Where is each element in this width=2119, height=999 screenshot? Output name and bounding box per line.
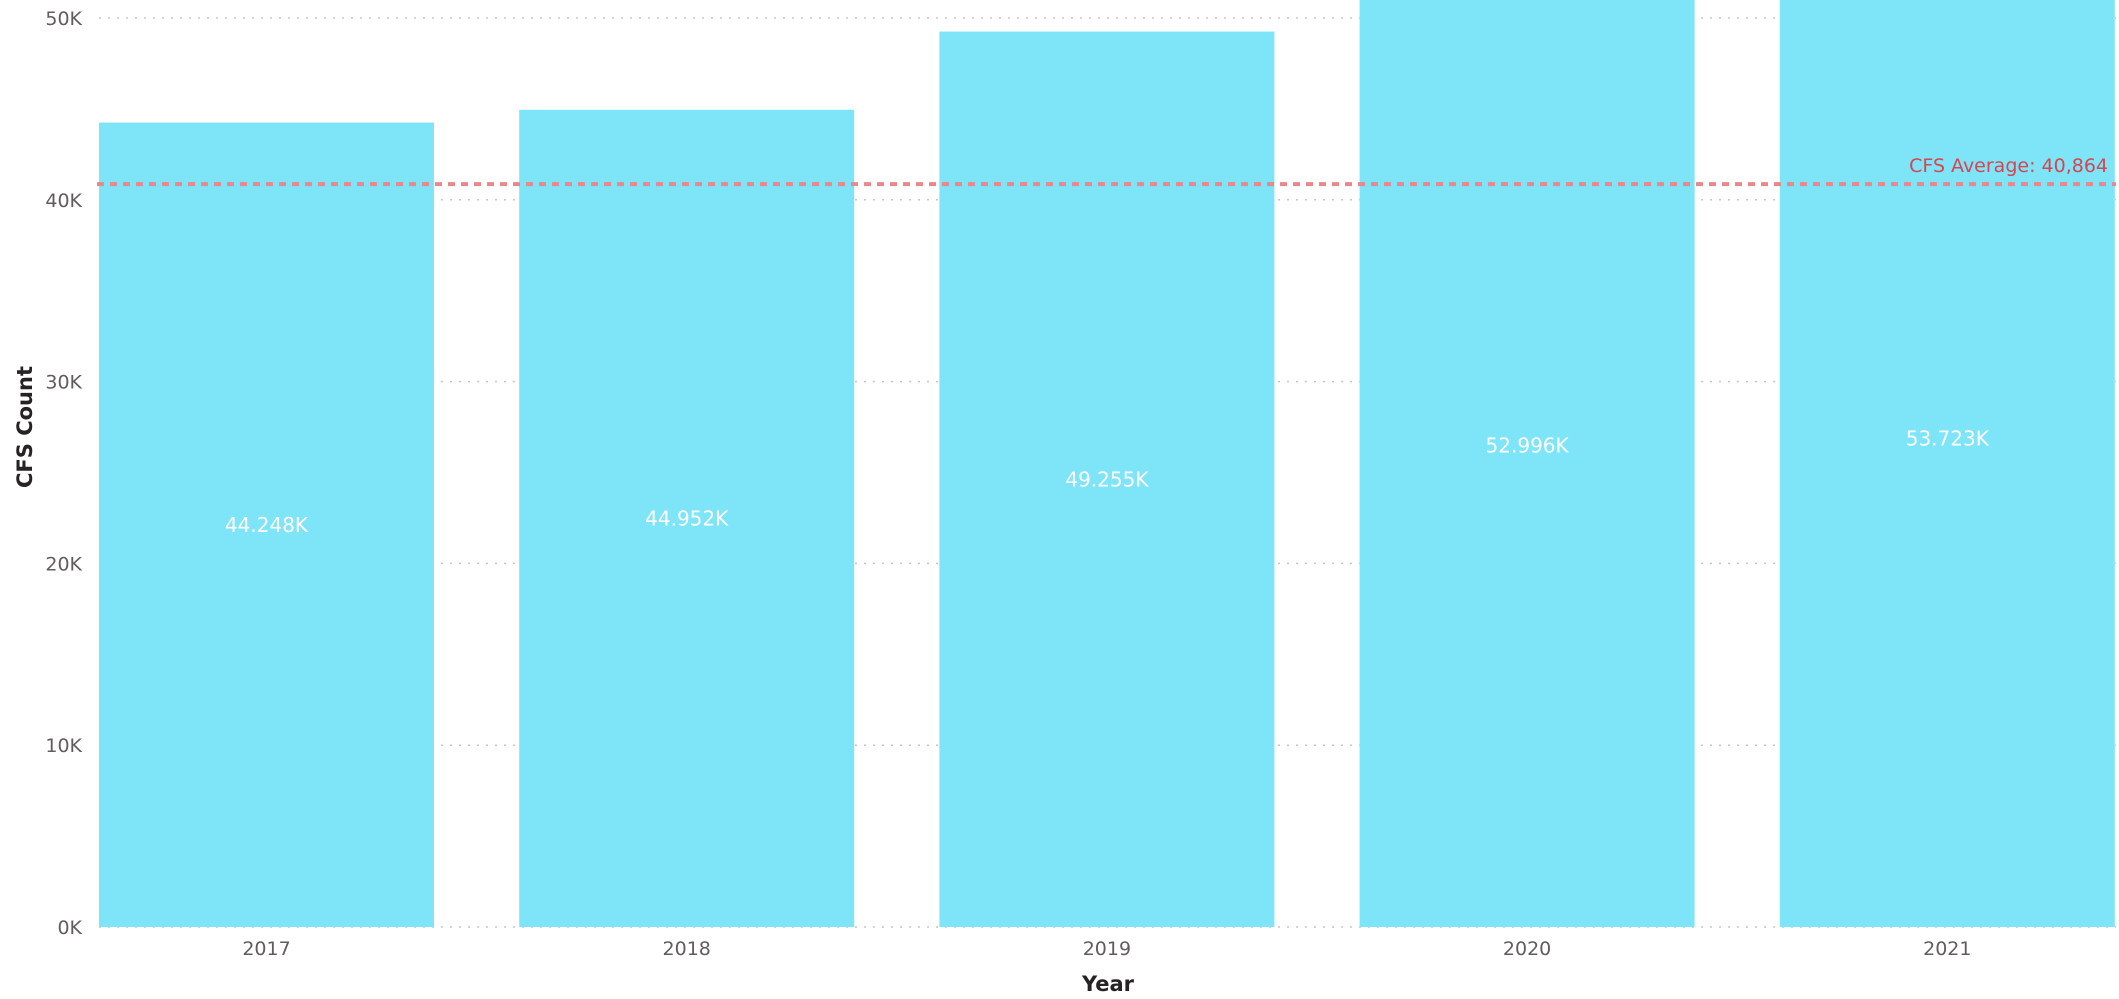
x-axis-ticks: 2017 2018 2019 2020 2021 [242,938,1971,960]
y-axis-ticks: 0K 10K 20K 30K 40K 50K [45,8,82,939]
y-tick-label: 30K [45,372,82,394]
y-tick-label: 20K [45,553,82,575]
bar [939,31,1275,927]
bar [519,109,855,927]
x-tick-label: 2018 [663,938,711,960]
data-labels: 44.248K 44.952K 49.255K 52.996K 53.723K [225,427,1990,537]
y-tick-label: 0K [57,917,82,939]
average-line-label: CFS Average: 40,864 [1909,155,2108,177]
bar [99,122,434,928]
data-label: 52.996K [1486,433,1570,457]
x-tick-label: 2019 [1083,938,1131,960]
bar [1359,0,1695,927]
reference-line-group: CFS Average: 40,864 [97,155,2116,187]
x-tick-label: 2020 [1503,938,1551,960]
y-tick-label: 10K [45,735,82,757]
data-label: 53.723K [1906,427,1990,451]
x-tick-label: 2017 [242,938,290,960]
data-label: 49.255K [1065,467,1149,491]
y-tick-label: 50K [45,8,82,30]
y-tick-label: 40K [45,190,82,212]
x-tick-label: 2021 [1923,938,1971,960]
data-label: 44.248K [225,513,309,537]
x-axis-title: Year [1081,972,1135,996]
y-axis-title: CFS Count [13,366,37,488]
bars [99,0,2115,928]
bar [1779,0,2115,927]
data-label: 44.952K [645,506,729,530]
